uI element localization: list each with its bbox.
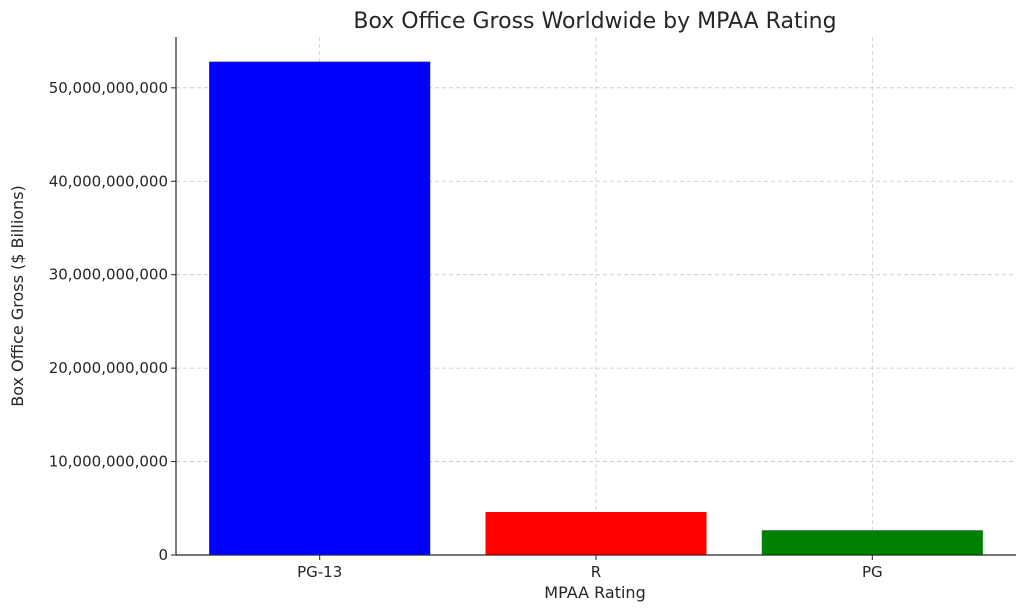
- y-tick-label: 0: [158, 546, 168, 564]
- bar-pg-13: [209, 61, 431, 556]
- bar-r: [485, 512, 707, 555]
- bar-pg: [761, 530, 983, 555]
- y-tick-label: 50,000,000,000: [49, 79, 168, 97]
- x-tick-label: PG: [862, 563, 883, 581]
- y-axis-label: Box Office Gross ($ Billions): [8, 185, 27, 407]
- bars: [209, 61, 983, 556]
- x-tick-label: PG-13: [297, 563, 342, 581]
- chart-title: Box Office Gross Worldwide by MPAA Ratin…: [353, 9, 836, 34]
- axes: 0 10,000,000,000 20,000,000,000 30,000,000,…: [49, 37, 1016, 581]
- y-tick-label: 20,000,000,000: [49, 359, 168, 377]
- y-tick-label: 30,000,000,000: [49, 266, 168, 284]
- y-tick-label: 10,000,000,000: [49, 453, 168, 471]
- y-tick-label: 40,000,000,000: [49, 172, 168, 190]
- x-axis-label: MPAA Rating: [544, 583, 645, 602]
- x-tick-label: R: [591, 563, 601, 581]
